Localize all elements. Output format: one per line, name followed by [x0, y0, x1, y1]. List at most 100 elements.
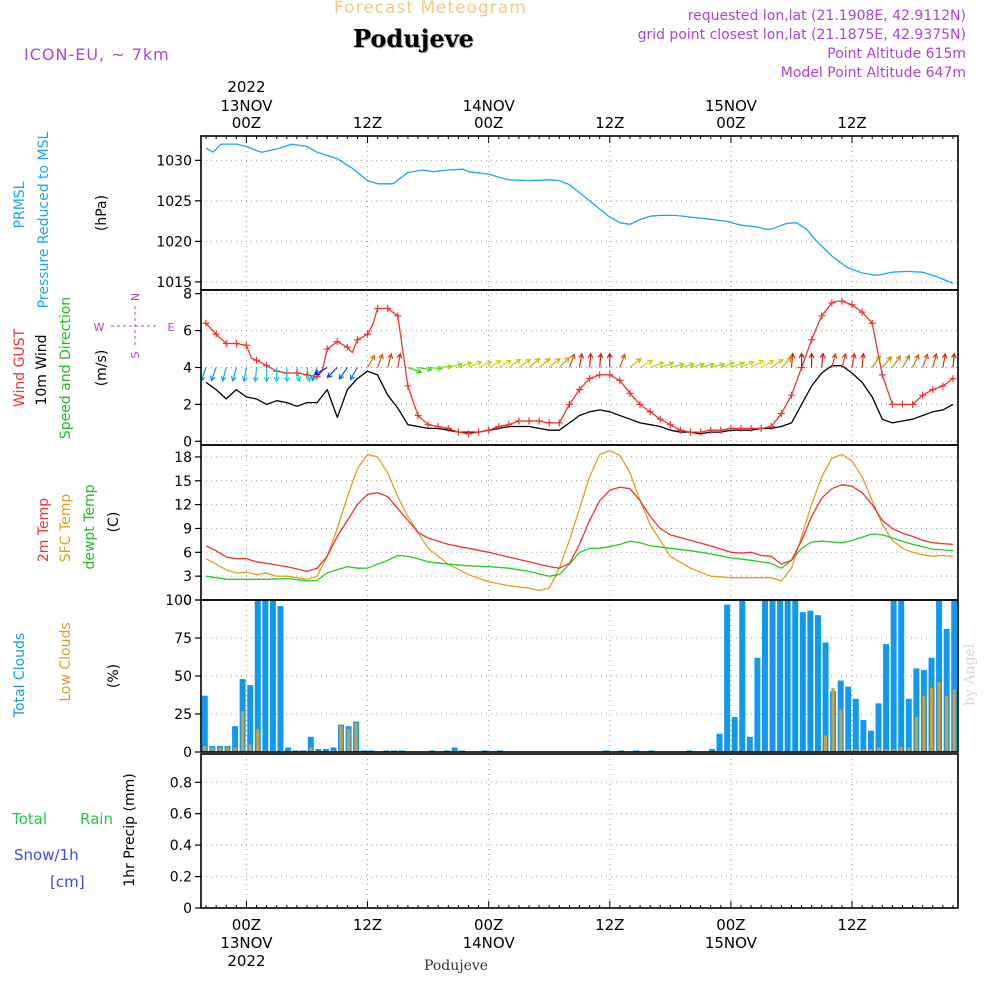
- low-cloud-bar: [824, 735, 828, 752]
- wind-direction-arrow: [639, 359, 654, 369]
- wind-direction-arrow: [468, 360, 483, 369]
- low-cloud-bar: [225, 747, 230, 752]
- wind-gust-marker: [545, 419, 553, 427]
- y-tick-label: 12: [174, 498, 192, 514]
- wind-gust-marker: [505, 421, 513, 429]
- footer-location: Podujeve: [424, 958, 489, 974]
- wind-gust-marker: [404, 382, 412, 390]
- wind-direction-arrow: [881, 355, 893, 368]
- top-time-label: 00Z: [716, 114, 745, 132]
- model-label: ICON-EU, ~ 7km: [24, 45, 170, 64]
- low-cloud-bar: [914, 717, 918, 752]
- wind-gust-marker: [747, 424, 755, 432]
- wind-gust-line: [205, 300, 954, 435]
- y-tick-label: 4: [183, 361, 192, 377]
- y-tick-label: 2: [183, 397, 192, 413]
- pressure-label: Pressure Reduced to MSL: [36, 131, 52, 308]
- top-year-label: 2022: [227, 78, 265, 96]
- model-altitude: Model Point Altitude 647m: [780, 65, 966, 81]
- wind-direction-arrow: [241, 367, 248, 383]
- wind-gust-marker: [212, 330, 220, 338]
- y-tick-label: 6: [183, 545, 192, 561]
- total-cloud-bar: [716, 733, 723, 752]
- wind-gust-marker: [666, 421, 674, 429]
- series-lines: [202, 143, 957, 592]
- wind-direction-arrow: [831, 352, 838, 368]
- top-time-label: 00Z: [474, 114, 503, 132]
- wind-direction-arrow: [891, 354, 902, 368]
- wind-gust-marker: [414, 411, 422, 419]
- wind-direction-arrow: [710, 362, 726, 369]
- total-cloud-bar: [269, 600, 276, 752]
- y-tick-label: 8: [183, 287, 192, 303]
- wind-direction-label: Speed and Direction: [58, 297, 74, 439]
- low-cloud-bar: [854, 748, 858, 752]
- panel-frame-clouds: [200, 599, 959, 753]
- bottom-time-label: 12Z: [837, 916, 866, 934]
- y-tick-label: 25: [174, 707, 192, 723]
- total-cloud-bar: [951, 600, 958, 752]
- sfc-temp-label: SFC Temp: [58, 494, 74, 563]
- grid-point-coordinates: grid point closest lon,lat (21.1875E, 42…: [637, 27, 966, 43]
- low-cloud-bar: [339, 726, 343, 752]
- wind-gust-marker: [818, 312, 826, 320]
- top-time-label: 15NOV: [705, 97, 758, 115]
- low-cloud-bar: [347, 729, 351, 752]
- total-cloud-bar: [852, 698, 859, 752]
- low-cloud-bar: [839, 709, 843, 752]
- wind-direction-arrow: [659, 361, 675, 369]
- y-tick-label: 18: [174, 450, 192, 466]
- wind-gust-marker: [555, 419, 563, 427]
- wind-direction-arrow: [518, 358, 532, 368]
- total-cloud-bar: [761, 600, 768, 752]
- dewpoint-label: dewpt Temp: [82, 484, 98, 569]
- low-cloud-bar: [922, 695, 926, 752]
- low-cloud-bar: [929, 688, 934, 752]
- total-cloud-bar: [769, 600, 776, 752]
- low-cloud-bar: [869, 748, 873, 752]
- y-tick-label: 0: [183, 434, 192, 450]
- total-cloud-bar: [890, 600, 897, 752]
- wind-direction-arrow: [750, 359, 765, 369]
- pressure-unit: (hPa): [94, 195, 110, 231]
- temp2m-line: [205, 484, 954, 573]
- wind-gust-marker: [394, 312, 402, 320]
- wind-gust-marker: [636, 400, 644, 408]
- wind-direction-arrow: [230, 367, 237, 383]
- wind-direction-arrow: [587, 352, 594, 368]
- wind-gust-marker: [434, 423, 442, 431]
- cloud-bars: [201, 600, 958, 752]
- wind-direction-arrow: [860, 352, 866, 368]
- wind-gust-marker: [525, 417, 533, 425]
- wind-direction-arrow: [305, 367, 312, 383]
- low-cloud-bar: [846, 748, 850, 752]
- location-title: Podujeve: [353, 24, 474, 53]
- gridlines: [201, 136, 958, 909]
- wind-gust-marker: [828, 299, 836, 307]
- wind-unit: (m/s): [94, 350, 110, 387]
- pressure-label: PRMSL: [12, 181, 28, 228]
- wind-direction-arrow: [295, 367, 302, 383]
- wind-direction-arrow: [338, 367, 348, 381]
- wind-gust-marker: [454, 428, 462, 436]
- wind-direction-arrow: [841, 352, 848, 368]
- wind-gust-marker: [707, 426, 715, 434]
- y-tick-label: 9: [183, 521, 192, 537]
- wind-direction-arrow: [263, 367, 270, 383]
- pressure-line: [205, 143, 954, 285]
- wind-gust-marker: [717, 426, 725, 434]
- low-clouds-label: Low Clouds: [58, 622, 74, 701]
- wind-direction-arrow: [349, 367, 358, 381]
- wind-gust-marker: [202, 319, 210, 327]
- low-cloud-bar: [256, 729, 260, 752]
- rain-label: Rain: [80, 810, 113, 828]
- wind-gust-marker: [787, 391, 795, 399]
- top-time-label: 12Z: [353, 114, 382, 132]
- snow-label: Snow/1h: [14, 846, 79, 864]
- low-cloud-bar: [884, 748, 888, 752]
- wind-direction-arrow: [396, 352, 403, 368]
- total-cloud-bar: [724, 604, 731, 752]
- wind-gust-marker: [697, 428, 705, 436]
- wind-gust-marker: [858, 308, 866, 316]
- wind-direction-arrow: [528, 357, 541, 368]
